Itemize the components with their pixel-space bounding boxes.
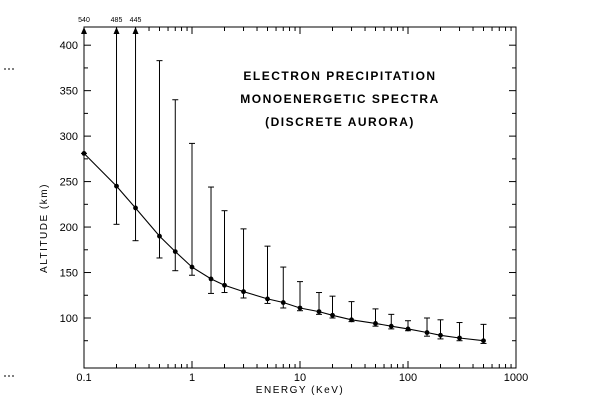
y-tick-label: 400 bbox=[60, 40, 78, 52]
axis-tick-labels: 0.1 1 10 100 1000 100 150 200 250 300 350 400 bbox=[60, 40, 529, 384]
y-tick-label: 300 bbox=[60, 131, 78, 143]
data-point bbox=[316, 309, 322, 315]
data-point bbox=[349, 317, 354, 323]
arrow-value-label: 540 bbox=[78, 17, 90, 24]
data-point-markers bbox=[81, 150, 486, 344]
x-tick-label: 10 bbox=[294, 372, 306, 384]
data-point bbox=[388, 323, 394, 329]
chart-title-line-3: (DISCRETE AURORA) bbox=[265, 115, 415, 129]
y-tick-label: 350 bbox=[60, 86, 78, 98]
chart-title-line-1: ELECTRON PRECIPITATION bbox=[243, 69, 436, 83]
data-point bbox=[438, 332, 443, 338]
arrow-head bbox=[132, 27, 139, 34]
data-point bbox=[330, 312, 335, 318]
x-tick-label: 100 bbox=[399, 372, 417, 384]
data-point bbox=[265, 296, 270, 302]
x-tick-label: 0.1 bbox=[76, 372, 91, 384]
data-point bbox=[424, 330, 430, 335]
y-axis-label: ALTITUDE (km) bbox=[39, 183, 50, 273]
data-point bbox=[114, 183, 119, 189]
y-tick-label: 100 bbox=[60, 313, 78, 325]
data-point bbox=[373, 321, 378, 326]
data-point bbox=[481, 338, 486, 344]
arrow-head bbox=[81, 27, 87, 34]
data-point bbox=[241, 289, 246, 295]
data-point bbox=[133, 205, 138, 211]
y-tick-label: 250 bbox=[60, 177, 78, 189]
error-bars: 540 485 445 bbox=[78, 17, 487, 344]
data-point bbox=[157, 233, 162, 239]
data-point bbox=[457, 335, 462, 341]
arrow-value-label: 445 bbox=[130, 17, 142, 24]
data-point bbox=[208, 276, 214, 282]
data-point bbox=[280, 300, 286, 305]
arrow-value-label: 485 bbox=[111, 17, 123, 24]
x-tick-label: 1 bbox=[189, 372, 195, 384]
data-point bbox=[81, 150, 87, 156]
y-tick-label: 150 bbox=[60, 268, 78, 280]
stray-marks bbox=[4, 68, 14, 377]
arrow-head bbox=[113, 27, 120, 34]
data-point bbox=[189, 264, 195, 270]
data-point bbox=[172, 249, 178, 255]
altitude-curve bbox=[83, 153, 484, 342]
x-tick-label: 1000 bbox=[504, 372, 528, 384]
data-point bbox=[297, 305, 303, 311]
y-tick-label: 200 bbox=[60, 222, 78, 234]
data-point bbox=[222, 282, 227, 288]
data-point bbox=[405, 326, 411, 332]
chart-title-line-2: MONOENERGETIC SPECTRA bbox=[240, 92, 440, 106]
x-axis-label: ENERGY (KeV) bbox=[256, 385, 344, 396]
